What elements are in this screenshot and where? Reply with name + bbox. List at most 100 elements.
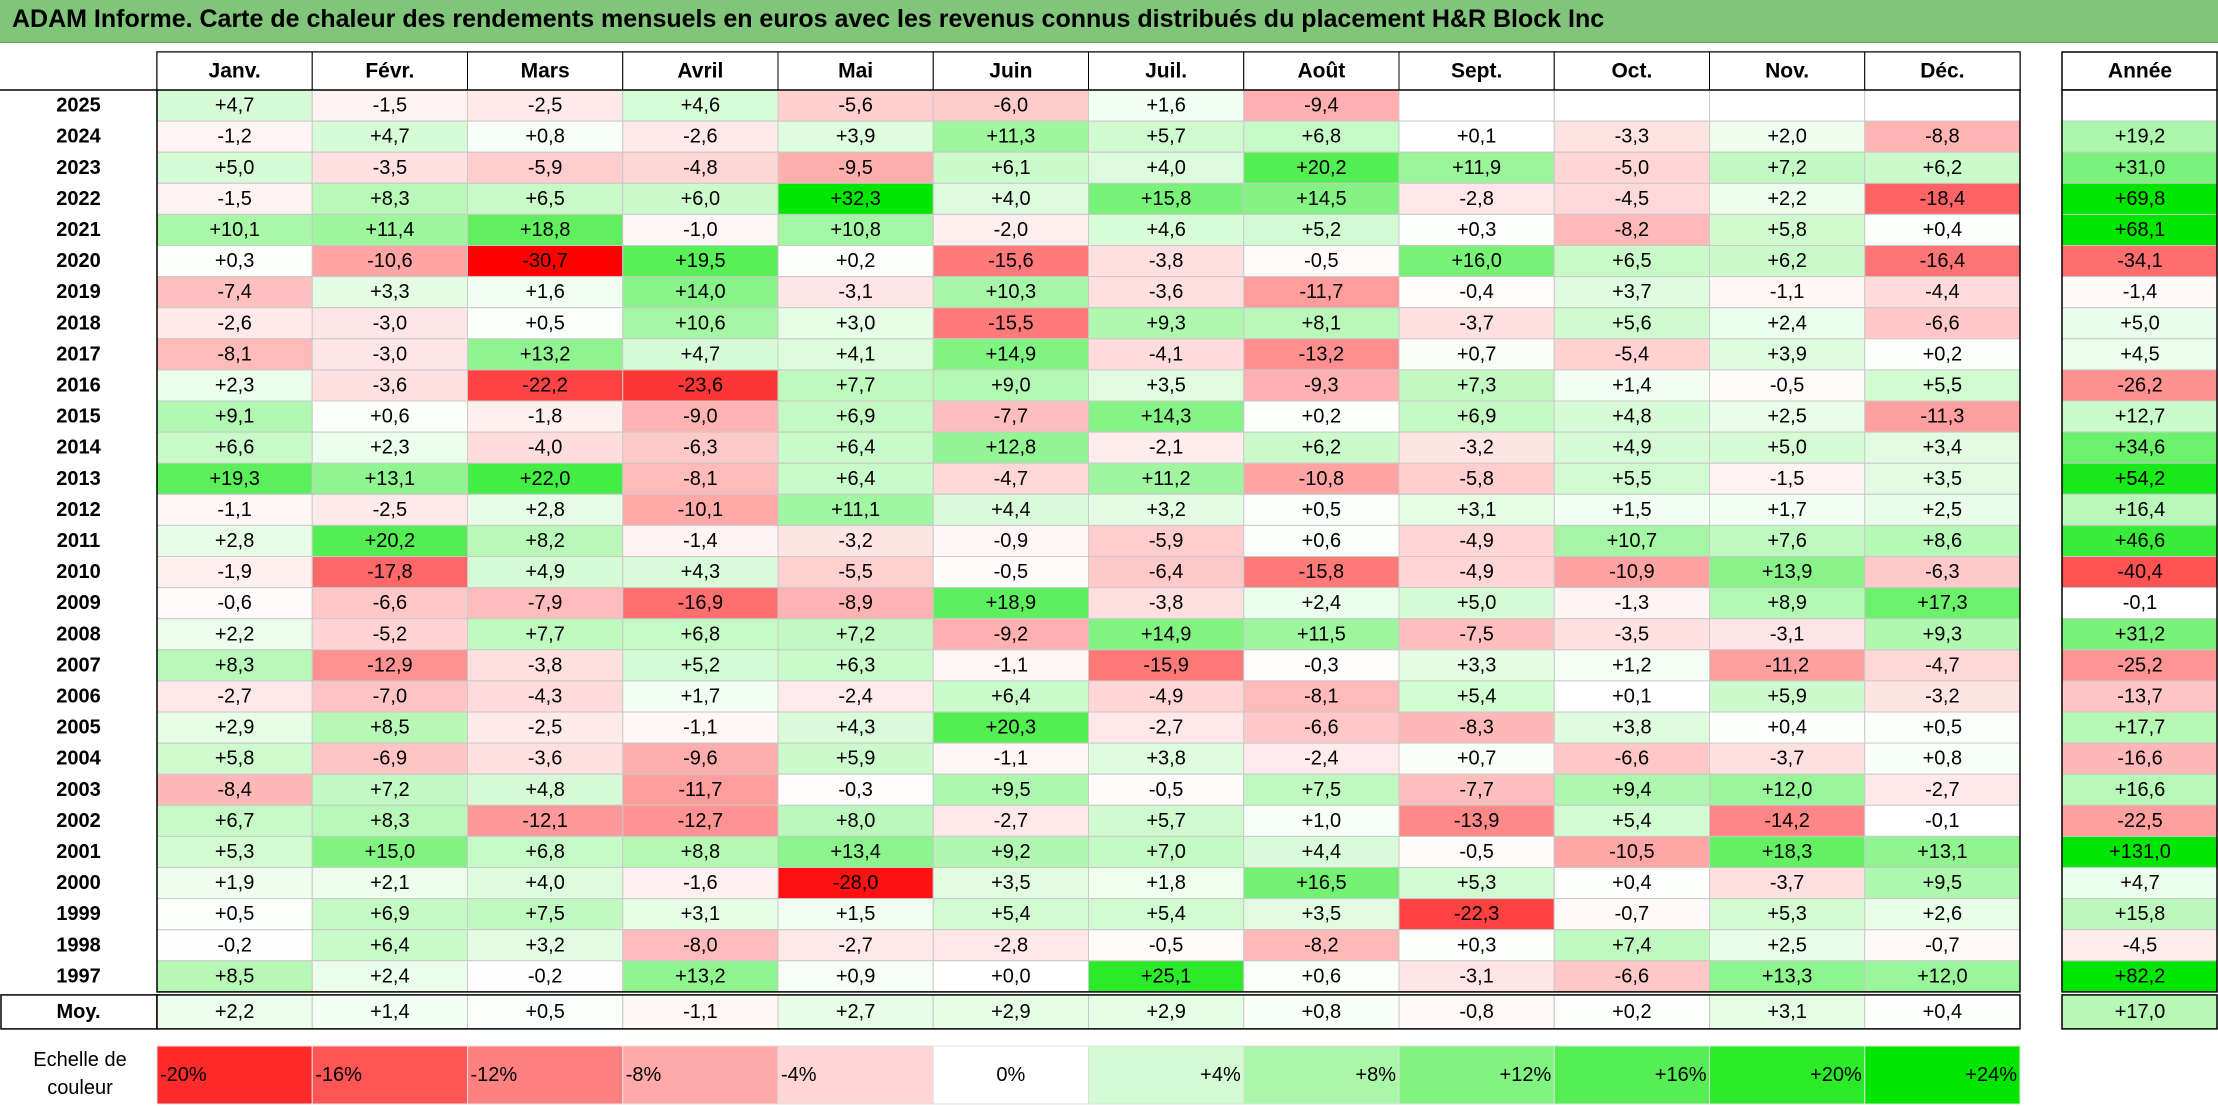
- cell-value: -8,0: [683, 934, 717, 956]
- cell-value: -6,0: [994, 95, 1028, 117]
- cell-value: -17,8: [367, 561, 413, 583]
- year-label: 2018: [56, 312, 101, 334]
- cell-value: +13,4: [830, 841, 881, 863]
- cell-value: +15,8: [1141, 188, 1192, 210]
- year-label: 2017: [56, 343, 101, 365]
- heatmap-cell: [156, 213, 313, 246]
- cell-value: -6,6: [1304, 717, 1338, 739]
- cell-value: +0,8: [525, 126, 564, 148]
- cell-value: +0,1: [1612, 685, 1651, 707]
- cell-value: +0,2: [836, 250, 875, 272]
- cell-value: -1,1: [217, 499, 251, 521]
- cell-value: +9,1: [215, 406, 254, 428]
- heatmap-cell: [622, 711, 779, 744]
- heatmap-cell: [777, 400, 934, 433]
- heatmap-cell: [777, 493, 934, 526]
- annual-cell: [2061, 89, 2218, 122]
- annual-value: +69,8: [2115, 188, 2166, 210]
- heatmap-cell: [1553, 649, 1710, 682]
- month-header: Févr.: [365, 60, 414, 83]
- scale-swatch: [311, 1045, 468, 1105]
- average-label-cell: [0, 994, 158, 1030]
- year-label: 2019: [56, 281, 101, 303]
- cell-value: -1,4: [683, 530, 717, 552]
- heatmap-cell: [932, 898, 1089, 931]
- heatmap-cell: [622, 400, 779, 433]
- heatmap-cell: [777, 524, 934, 558]
- month-header: Oct.: [1611, 60, 1652, 83]
- heatmap-cell: [467, 618, 624, 651]
- month-header-cell: [1398, 51, 1555, 91]
- heatmap-cell: [1398, 960, 1555, 993]
- cell-value: -10,9: [1609, 561, 1655, 583]
- heatmap-cell: [311, 307, 468, 340]
- cell-value: +9,3: [1923, 623, 1962, 645]
- cell-value: +5,4: [1146, 903, 1185, 925]
- cell-value: +20,3: [986, 717, 1037, 739]
- cell-value: +7,5: [1302, 779, 1341, 801]
- heatmap-cell: [156, 898, 313, 931]
- cell-value: +10,6: [675, 312, 726, 334]
- heatmap-cell: [1398, 493, 1555, 526]
- cell-value: +0,4: [1923, 219, 1962, 241]
- annual-value: -26,2: [2117, 374, 2163, 396]
- cell-value: +4,6: [681, 95, 720, 117]
- heatmap-cell: [311, 369, 468, 402]
- average-value: +2,9: [1146, 1001, 1185, 1023]
- cell-value: -12,1: [522, 810, 568, 832]
- cell-value: +12,8: [986, 437, 1037, 459]
- heatmap-cell: [467, 742, 624, 775]
- scale-label: Echelle de: [33, 1049, 126, 1071]
- heatmap-cell: [1709, 960, 1866, 993]
- heatmap-cell: [777, 929, 934, 962]
- heatmap-cell: [311, 556, 468, 589]
- heatmap-cell: [1398, 524, 1555, 558]
- annual-value: +82,2: [2115, 965, 2166, 987]
- cell-value: +4,3: [836, 717, 875, 739]
- cell-value: +7,2: [836, 623, 875, 645]
- average-value: +2,7: [836, 1001, 875, 1023]
- heatmap-cell: [311, 867, 468, 900]
- cell-value: +2,8: [215, 530, 254, 552]
- heatmap-cell: [1398, 804, 1555, 837]
- heatmap-cell: [1553, 369, 1710, 402]
- heatmap-cell: [467, 462, 624, 495]
- heatmap-cell: [467, 120, 624, 153]
- cell-value: +7,4: [1612, 934, 1651, 956]
- month-header: Mars: [521, 60, 570, 83]
- cell-value: -8,2: [1304, 934, 1338, 956]
- heatmap-cell: [777, 338, 934, 371]
- annual-value: -1,4: [2123, 281, 2157, 303]
- cell-value: -6,4: [1149, 561, 1183, 583]
- cell-value: -9,2: [994, 623, 1028, 645]
- cell-value: -1,8: [528, 406, 562, 428]
- cell-value: +5,4: [1457, 685, 1496, 707]
- cell-value: +1,8: [1146, 872, 1185, 894]
- cell-value: -12,7: [678, 810, 724, 832]
- heatmap-cell: [622, 929, 779, 962]
- heatmap-cell: [311, 929, 468, 962]
- cell-value: -6,3: [683, 437, 717, 459]
- cell-value: -8,1: [1304, 685, 1338, 707]
- cell-value: -2,5: [528, 95, 562, 117]
- cell-value: +3,9: [836, 126, 875, 148]
- cell-value: -2,6: [217, 312, 251, 334]
- heatmap-cell: [932, 462, 1089, 495]
- cell-value: +6,4: [991, 685, 1030, 707]
- heatmap-cell: [1553, 431, 1710, 464]
- cell-value: -0,5: [1304, 250, 1338, 272]
- cell-value: -3,1: [1459, 965, 1493, 987]
- year-label: 1997: [56, 965, 101, 987]
- cell-value: +3,8: [1146, 748, 1185, 770]
- cell-value: +0,5: [1302, 499, 1341, 521]
- cell-value: +13,1: [1917, 841, 1968, 863]
- cell-value: +5,6: [1612, 312, 1651, 334]
- cell-value: +5,3: [215, 841, 254, 863]
- cell-value: +3,2: [1146, 499, 1185, 521]
- heatmap-cell: [1243, 711, 1400, 744]
- cell-value: -2,5: [373, 499, 407, 521]
- heatmap-cell: [156, 493, 313, 526]
- heatmap-cell: [1088, 89, 1245, 122]
- cell-value: +6,5: [525, 188, 564, 210]
- cell-value: +8,5: [215, 965, 254, 987]
